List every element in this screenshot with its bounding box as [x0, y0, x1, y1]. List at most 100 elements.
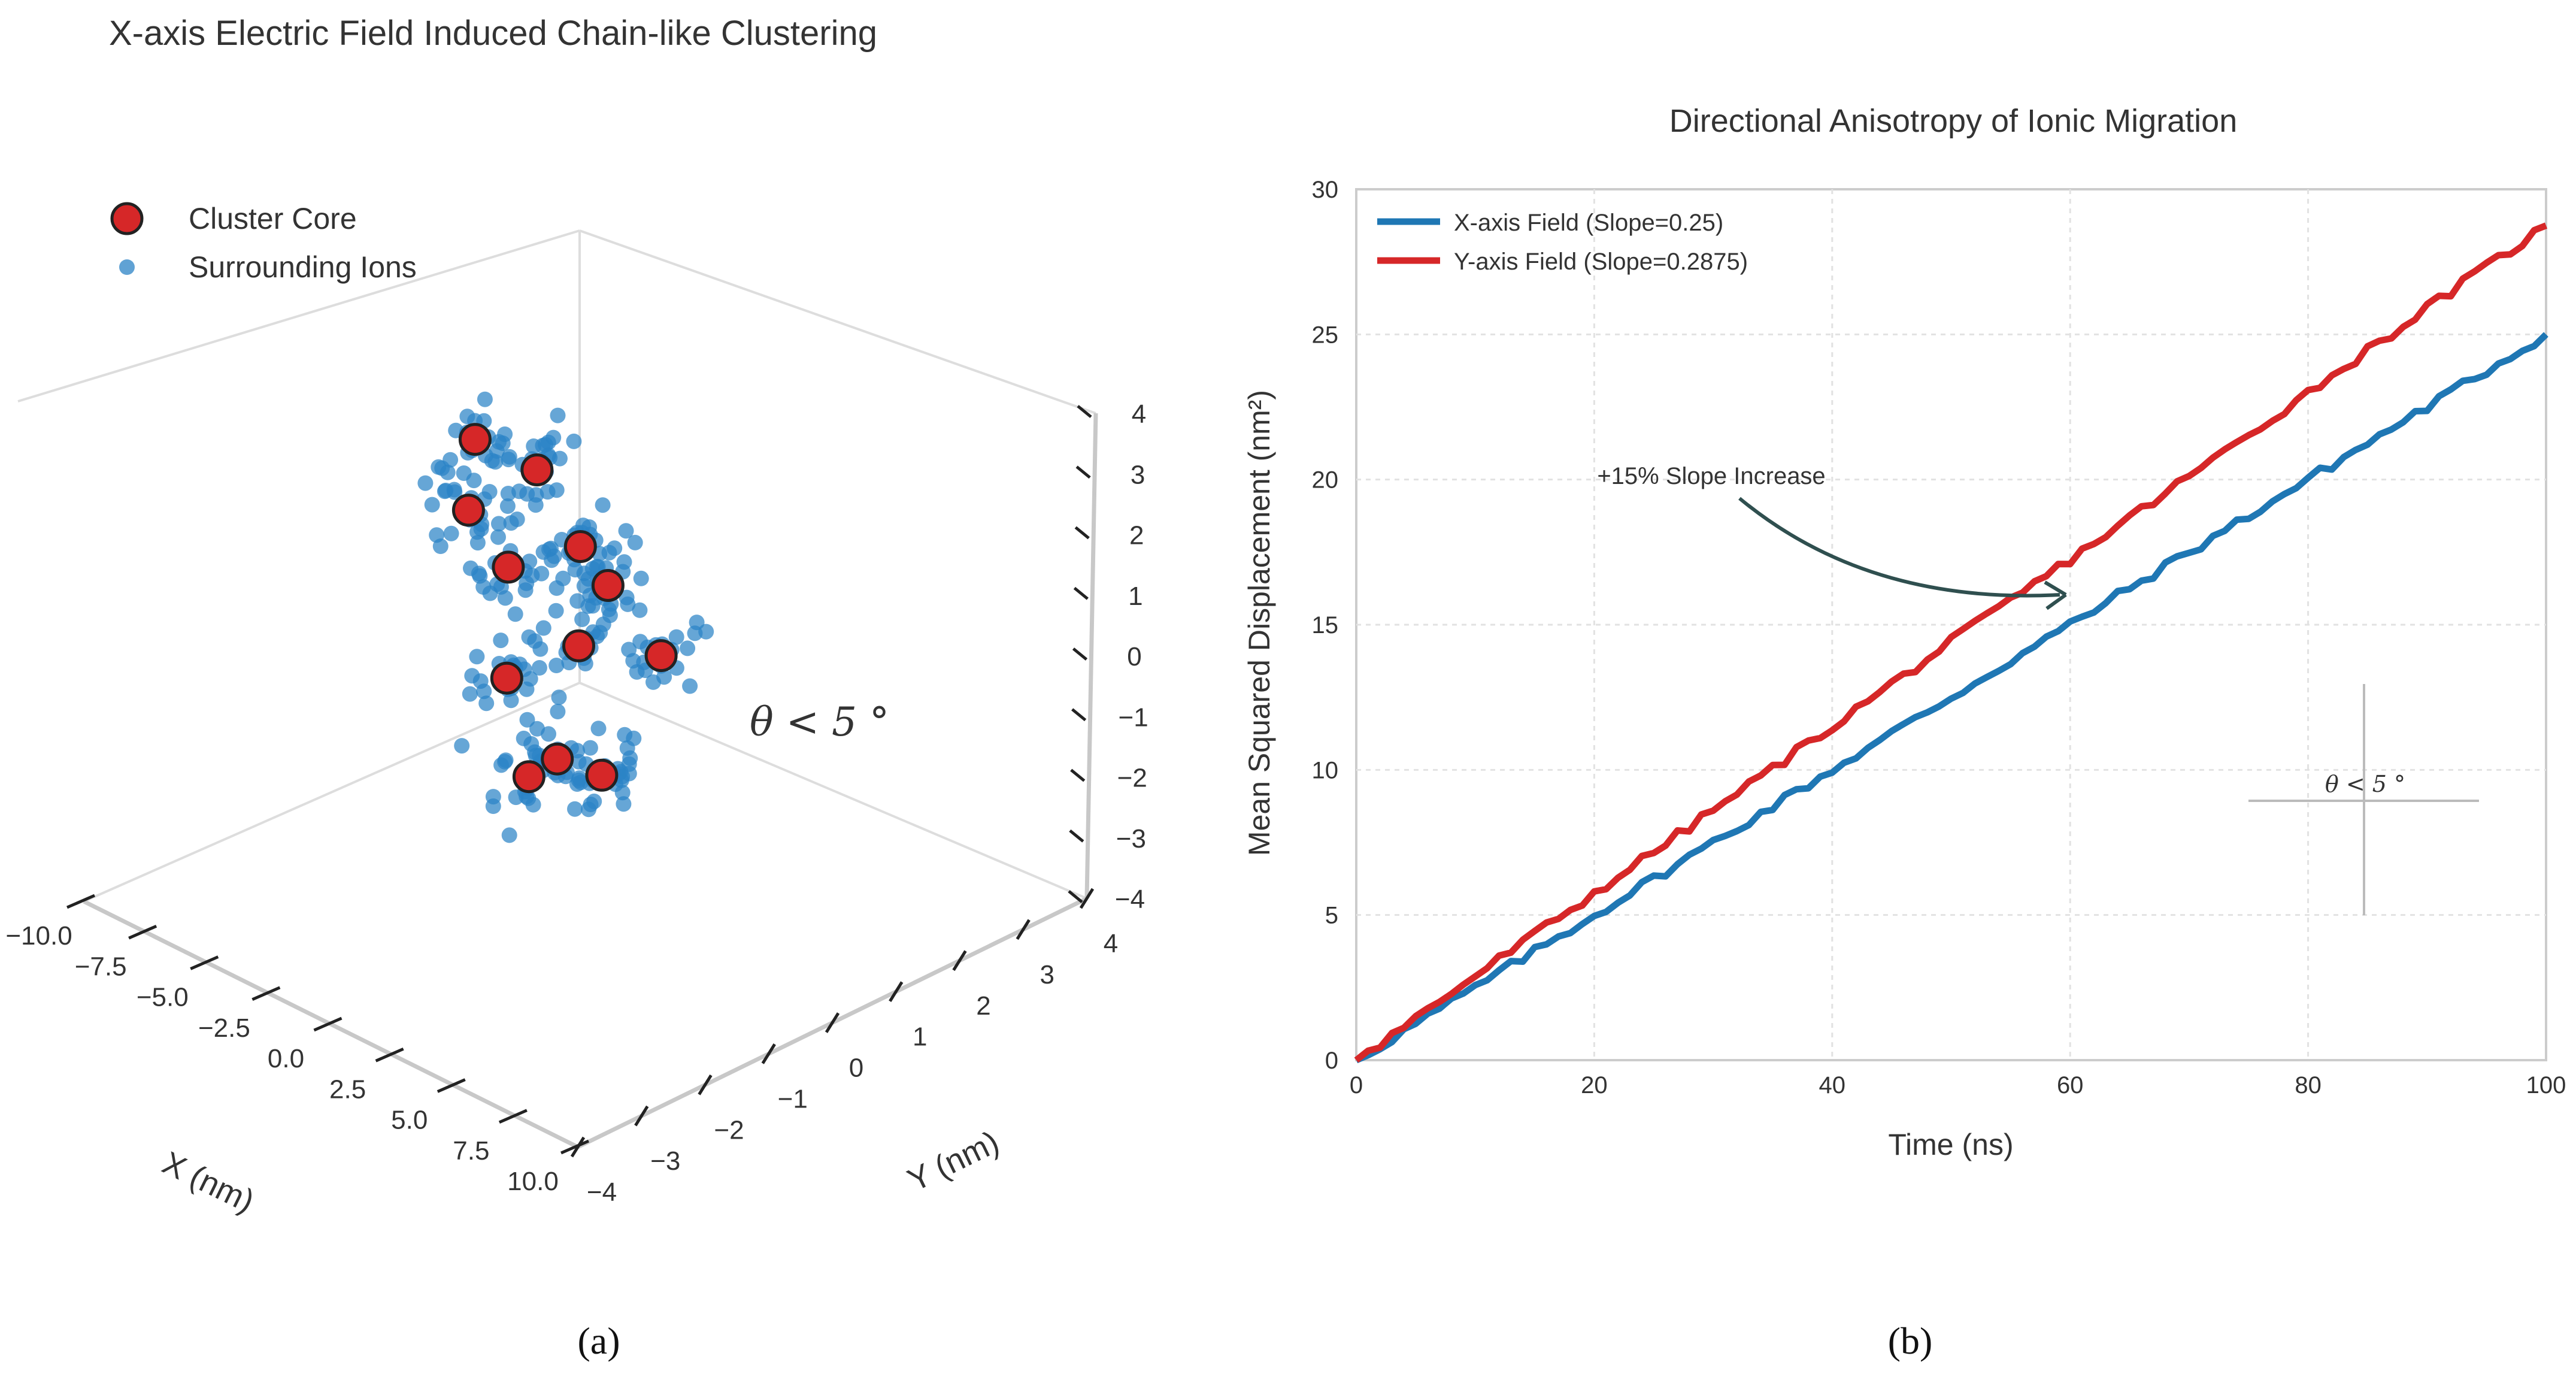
z-tick-mark	[1072, 647, 1088, 661]
y-tick-mark	[952, 950, 967, 972]
ion-point	[682, 678, 698, 694]
y-tick-label: 5	[1325, 903, 1338, 929]
series-lines	[1354, 222, 2548, 1064]
y-tick-label: 1	[913, 1022, 927, 1052]
y-tick-mark	[1079, 888, 1095, 909]
ion-point	[566, 433, 582, 449]
cluster-core-point	[512, 760, 545, 794]
ion-point	[501, 449, 517, 465]
panel-a-legend: Cluster Core Surrounding Ions	[110, 202, 417, 284]
pane-edge-floor-left	[83, 682, 580, 903]
y-tick-label: −4	[587, 1178, 617, 1207]
ion-point	[469, 649, 485, 665]
z-tick-mark	[1068, 890, 1083, 903]
y-axis-ticks: −4 −3 −2 −1 0 1 2 3 4	[570, 888, 1118, 1207]
z-axis-line	[1084, 413, 1098, 899]
panel-b-title: Directional Anisotropy of Ionic Migratio…	[1669, 103, 2237, 139]
y-tick-label: 20	[1312, 467, 1339, 494]
x-tick-mark	[375, 1047, 404, 1063]
panel-label-a: (a)	[577, 1320, 620, 1362]
z-tick-label: −1	[1119, 703, 1148, 732]
ion-point	[443, 525, 459, 541]
ion-point	[503, 515, 519, 531]
y-tick-label: 0	[849, 1054, 863, 1083]
ion-point	[541, 726, 556, 742]
cluster-core-point	[520, 453, 554, 486]
x-tick-mark	[128, 924, 157, 940]
ion-point	[627, 534, 643, 550]
pane-edge-back-left	[17, 229, 580, 402]
ion-point	[482, 585, 498, 601]
ion-point	[540, 484, 556, 500]
ion-point	[519, 575, 535, 591]
ion-point	[534, 565, 550, 582]
series-line	[1354, 222, 2548, 1063]
x-tick-label: 10.0	[507, 1167, 559, 1196]
z-tick-label: −3	[1116, 824, 1146, 854]
slope-annotation-text: +15% Slope Increase	[1597, 463, 1825, 489]
ion-point	[519, 712, 535, 728]
ion-point	[491, 516, 507, 532]
slope-annotation-arrowhead	[2044, 580, 2067, 610]
series-line	[1354, 332, 2548, 1064]
ion-point	[680, 640, 696, 656]
ion-point	[520, 790, 537, 806]
panel-b-line-chart: Directional Anisotropy of Ionic Migratio…	[1242, 103, 2566, 1161]
ion-point	[490, 529, 506, 545]
ion-point	[459, 408, 475, 425]
ion-point	[569, 743, 586, 759]
x-tick-label: 2.5	[329, 1075, 366, 1104]
ion-point	[574, 612, 590, 627]
y-tick-label: 30	[1312, 177, 1339, 203]
z-tick-mark	[1074, 526, 1090, 540]
z-tick-label: 2	[1129, 521, 1144, 550]
panel-a-title: X-axis Electric Field Induced Chain-like…	[109, 14, 877, 53]
z-tick-label: 3	[1131, 460, 1145, 489]
axis-tick-labels: 0 20 40 60 80 100 0 5 10 15 20 25 30	[1312, 177, 2566, 1098]
x-tick-label: 7.5	[453, 1136, 489, 1166]
x-tick-label: 60	[2057, 1072, 2084, 1098]
cluster-core-point	[562, 629, 595, 662]
panel-label-b: (b)	[1888, 1320, 1933, 1362]
y-axis-label: Mean Squared Displacement (nm²)	[1242, 390, 1276, 856]
z-tick-label: −2	[1117, 764, 1147, 793]
z-tick-label: 0	[1127, 642, 1141, 671]
pane-edge-back-right	[579, 229, 1096, 414]
ion-point	[632, 602, 648, 618]
ion-point	[503, 692, 519, 709]
legend-label-y-field: Y-axis Field (Slope=0.2875)	[1454, 249, 1748, 275]
ion-point	[689, 615, 705, 631]
ion-point	[617, 727, 633, 743]
cluster-core-point	[644, 639, 678, 673]
y-tick-mark	[825, 1012, 840, 1033]
z-tick-mark	[1071, 708, 1087, 722]
legend-label-surrounding-ions: Surrounding Ions	[189, 250, 417, 284]
y-tick-label: 0	[1325, 1048, 1338, 1074]
ion-point	[535, 620, 551, 636]
ion-point	[582, 740, 598, 756]
ion-point	[477, 391, 493, 407]
y-tick-mark	[570, 1136, 586, 1158]
ion-point	[498, 752, 514, 768]
z-axis-ticks: −4 −3 −2 −1 0 1 2 3 4	[1068, 400, 1148, 914]
ion-point	[618, 523, 634, 539]
x-axis-ticks: −10.0−7.5 −5.0 −2.5 0.0 2.5 5.0 7.5 10.0	[5, 894, 589, 1196]
ion-point	[429, 527, 445, 543]
ion-point	[507, 606, 523, 622]
z-tick-label: −4	[1115, 885, 1145, 914]
x-tick-mark	[251, 986, 281, 1001]
y-tick-label: 15	[1312, 612, 1339, 638]
ion-point	[546, 548, 562, 564]
z-tick-mark	[1077, 405, 1092, 418]
ion-point	[522, 671, 538, 687]
ion-point	[472, 673, 489, 689]
cluster-core-point	[591, 569, 625, 602]
z-tick-mark	[1069, 829, 1084, 843]
ion-point	[462, 686, 478, 702]
ion-point	[472, 568, 488, 584]
cluster-core-point	[492, 550, 525, 584]
legend-marker-cluster-core	[110, 202, 144, 235]
ion-point	[417, 475, 434, 491]
ion-point	[516, 730, 532, 746]
slope-annotation-arrow	[1738, 497, 2060, 598]
